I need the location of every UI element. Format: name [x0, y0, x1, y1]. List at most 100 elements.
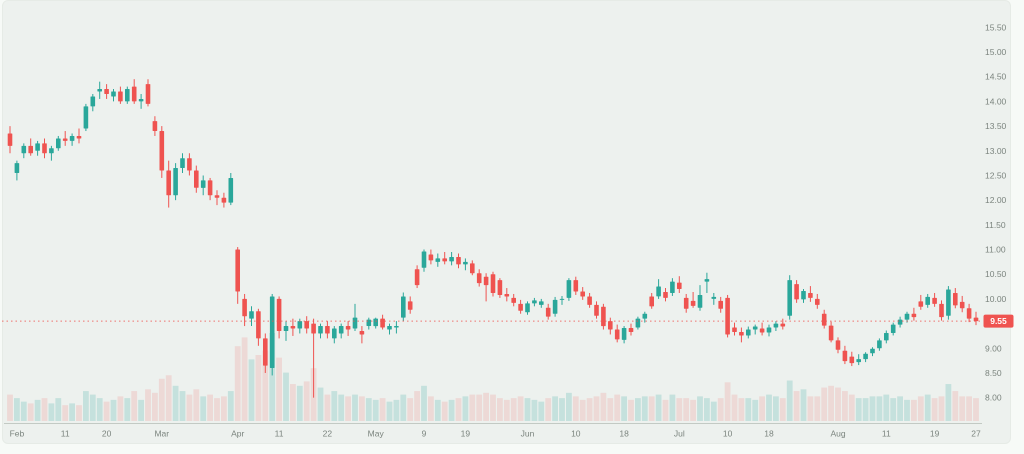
candle-body [801, 291, 806, 300]
candle-body [649, 296, 654, 307]
volume-bar [683, 398, 690, 421]
price-tick-label: 10.00 [985, 294, 1007, 304]
candle-body [194, 170, 199, 188]
volume-bar [628, 399, 634, 421]
price-tick-label: 11.00 [985, 245, 1006, 255]
candle-body [456, 256, 461, 265]
candle-body [56, 138, 61, 149]
candle-body [366, 319, 372, 327]
candle-body [283, 326, 289, 331]
volume-bar [110, 399, 117, 421]
volume-bar [296, 385, 303, 421]
candle-body [890, 324, 896, 333]
candle-body [594, 304, 599, 316]
price-axis[interactable]: 15.50 15.00 14.50 14.00 13.50 13.00 12.50 12.00… [985, 22, 1007, 402]
volume-bar [566, 392, 572, 421]
volume-bar [855, 398, 862, 421]
candle-body [718, 300, 723, 309]
volume-bar [172, 385, 179, 421]
volume-bar [655, 394, 662, 421]
volume-bar [448, 399, 455, 421]
volume-bar [7, 394, 13, 421]
volume-bar [345, 396, 351, 421]
volume-bar [393, 399, 400, 421]
candle-body [14, 163, 20, 173]
volume-bar [414, 391, 420, 421]
volume-bar [828, 385, 834, 421]
volume-bar [717, 398, 724, 421]
candle-body [221, 197, 227, 203]
volume-bar [152, 392, 158, 421]
candle-body [504, 293, 510, 297]
volume-bar [572, 396, 579, 421]
volume-bar [786, 380, 793, 421]
price-tick-label: 12.00 [985, 195, 1007, 205]
candle-body [483, 276, 489, 286]
volume-bar [579, 399, 586, 421]
candle-body [897, 319, 903, 325]
volume-bar [690, 399, 696, 421]
volume-bar [779, 398, 786, 421]
volume-bar [400, 394, 407, 421]
candle-body [463, 261, 468, 265]
candle-body [766, 327, 772, 333]
candle-body [414, 269, 420, 286]
candle-body [621, 328, 627, 340]
volume-bar [145, 389, 151, 421]
volume-bar [290, 384, 296, 421]
current-price-label: 9.55 [990, 316, 1007, 326]
volume-bar [138, 399, 144, 421]
volume-bar [862, 398, 869, 421]
candle-body [249, 311, 254, 319]
candle-body [911, 313, 917, 318]
volume-bar [241, 337, 248, 421]
candle-body [953, 292, 958, 306]
price-tick-label: 15.50 [985, 22, 1007, 32]
candle-body [877, 340, 882, 349]
candle-body [711, 296, 717, 299]
volume-bar [41, 398, 48, 421]
candle-body [332, 328, 337, 339]
volume-bar [814, 396, 821, 421]
candle-body [380, 318, 385, 328]
volume-bar [158, 378, 165, 421]
time-tick-label: Mar [154, 429, 169, 439]
candle-body [773, 323, 779, 328]
candle-body [497, 280, 503, 295]
candle-body [725, 297, 730, 335]
volume-bar [221, 396, 227, 421]
candle-body [214, 195, 220, 198]
volume-bar [731, 394, 738, 421]
volume-bar [635, 398, 641, 421]
time-tick-label: 11 [882, 429, 891, 439]
candle-body [104, 89, 109, 94]
volume-bar [724, 382, 731, 421]
volume-bar [55, 398, 62, 421]
time-tick-label: Apr [231, 429, 244, 439]
candle-body [269, 296, 275, 369]
volume-bar [27, 403, 34, 421]
candle-body [338, 326, 344, 334]
volume-bar [48, 403, 55, 421]
candle-body [407, 301, 413, 310]
volume-bar [462, 396, 469, 421]
candle-body [525, 303, 530, 313]
volume-bar [538, 401, 545, 421]
volume-bar [193, 389, 200, 421]
candle-body [90, 96, 96, 107]
time-tick-label: Jun [521, 429, 535, 439]
volume-bar [704, 398, 710, 421]
volume-bar [365, 398, 372, 421]
volume-bar [234, 346, 241, 421]
candle-body [159, 131, 165, 171]
candle-body [435, 258, 441, 262]
candle-body [345, 326, 351, 330]
volume-bar [876, 396, 883, 421]
time-axis[interactable]: Feb 11 20 Mar Apr 11 22 May 9 19 Jun 10 18 Jul 10 18 Aug… [4, 423, 982, 439]
volume-bar [600, 392, 607, 421]
time-tick-label: May [368, 429, 385, 439]
candle-body [449, 256, 454, 262]
time-tick-label: 11 [275, 429, 284, 439]
volume-bar [89, 394, 96, 421]
